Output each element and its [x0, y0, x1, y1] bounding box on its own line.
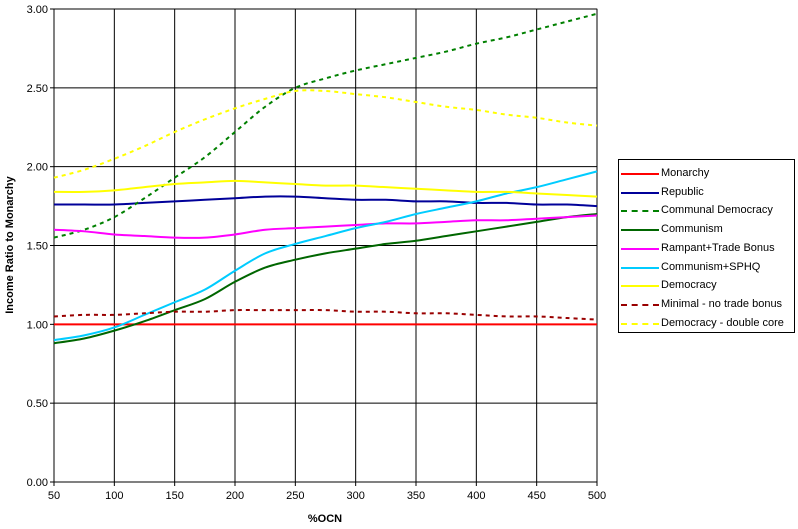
y-tick-label: 0.50 — [27, 398, 48, 410]
y-tick-label: 3.00 — [27, 4, 48, 16]
legend-label: Communism+SPHQ — [661, 260, 761, 273]
legend-item: Minimal - no trade bonus — [619, 295, 794, 313]
legend-swatch — [621, 322, 659, 325]
legend-swatch — [621, 173, 659, 175]
legend-swatch — [621, 191, 659, 194]
x-tick-label: 300 — [346, 490, 364, 502]
series-line-democracy-double-core — [53, 89, 598, 179]
legend-item: Democracy - double core — [619, 314, 794, 332]
y-tick-label: 2.50 — [27, 83, 48, 95]
legend-label: Monarchy — [661, 167, 710, 179]
x-tick-label: 350 — [407, 490, 425, 502]
y-tick-label: 2.00 — [27, 162, 48, 174]
series-line-democracy — [53, 179, 598, 198]
legend-label: Rampant+Trade Bonus — [661, 241, 775, 254]
series-layer — [53, 12, 598, 345]
legend-label: Republic — [661, 185, 704, 198]
legend-label: Democracy — [661, 279, 717, 292]
legend-label: Communal Democracy — [661, 204, 773, 217]
y-tick-label: 1.50 — [27, 241, 48, 253]
x-tick-label: 100 — [105, 490, 123, 502]
legend-item: Communism+SPHQ — [619, 258, 794, 276]
legend-swatch — [621, 303, 659, 306]
legend-item: Rampant+Trade Bonus — [619, 239, 794, 257]
x-tick-label: 50 — [48, 490, 60, 502]
legend-item: Communism — [619, 220, 794, 238]
x-tick-label: 400 — [467, 490, 485, 502]
legend-label: Communism — [661, 223, 723, 236]
legend-swatch — [621, 247, 659, 250]
series-line-minimal-no-trade-bonus — [53, 309, 598, 321]
x-tick-label: 150 — [165, 490, 183, 502]
legend-swatch — [621, 285, 659, 288]
legend: Monarchy Republic Communal Democracy Commun… — [618, 159, 795, 333]
x-tick-label: 250 — [286, 490, 304, 502]
y-axis-title: Income Ratio to Monarchy — [4, 175, 16, 313]
y-axis-ticks: 0.00 0.50 1.00 1.50 2.00 2.50 3.00 — [27, 4, 54, 489]
y-tick-label: 1.00 — [27, 319, 48, 331]
x-tick-label: 450 — [527, 490, 545, 502]
series-line-communal-democracy — [53, 12, 598, 239]
series-line-rampant-trade-bonus — [53, 214, 598, 239]
legend-item: Democracy — [619, 276, 794, 294]
legend-label: Democracy - double core — [661, 316, 784, 329]
x-tick-label: 500 — [588, 490, 606, 502]
legend-label: Minimal - no trade bonus — [661, 297, 783, 310]
x-tick-label: 200 — [226, 490, 244, 502]
legend-item: Monarchy — [619, 164, 794, 182]
y-tick-label: 0.00 — [27, 477, 48, 489]
legend-swatch — [621, 229, 659, 232]
legend-swatch — [621, 210, 659, 213]
x-axis-ticks: 50 100 150 200 250 300 350 400 450 500 — [48, 482, 606, 502]
legend-swatch — [621, 266, 659, 269]
x-axis-title: %OCN — [308, 513, 342, 525]
legend-item: Communal Democracy — [619, 201, 794, 219]
legend-item: Republic — [619, 183, 794, 201]
series-line-communism-sphq — [53, 170, 598, 342]
series-line-republic — [53, 195, 598, 208]
series-line-communism — [53, 212, 598, 345]
